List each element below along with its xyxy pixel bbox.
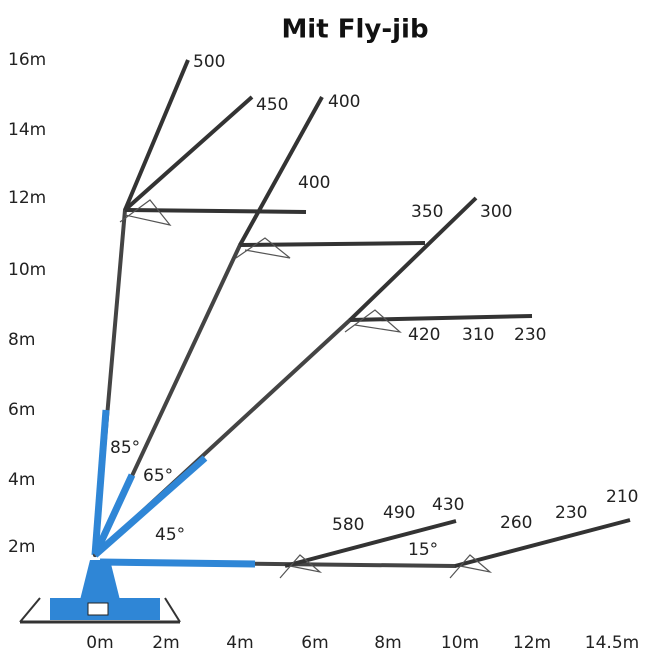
y-label: 6m [8,400,35,420]
fly-jib [238,96,324,246]
fly-jib [349,314,533,322]
x-label: 6m [301,633,328,653]
x-label: 2m [152,633,179,653]
jib-strut [449,554,493,579]
angle-labels: 85° 65° 45° 15° [110,438,438,560]
angle-label: 85° [110,438,140,458]
load-label: 580 [332,515,364,535]
x-label: 14.5m [585,633,639,653]
load-label: 400 [328,92,360,112]
x-label: 10m [441,633,479,653]
y-label: 4m [8,470,35,490]
y-label: 2m [8,537,35,557]
load-label: 450 [256,95,288,115]
load-label: 300 [480,202,512,222]
fly-jib [123,95,254,212]
fly-jib [239,241,426,247]
boom-base-0 [99,558,256,568]
jib-strut [119,199,172,226]
fly-jib [124,208,307,214]
jib-strut [235,237,291,259]
load-label: 400 [298,173,330,193]
angle-label: 65° [143,466,173,486]
fly-jib [284,519,457,568]
x-axis-labels: 0m 2m 4m 6m 8m 10m 12m 14.5m [86,633,639,653]
load-label: 260 [500,513,532,533]
turret [80,560,120,600]
x-label: 4m [226,633,253,653]
fly-jib [123,59,190,211]
cab [87,602,109,616]
jib-strut [344,309,402,333]
load-label: 230 [514,325,546,345]
booms [91,59,631,579]
title: Mit Fly-jib [281,15,428,45]
fly-jib [454,518,631,568]
boom-base-65 [91,473,136,557]
load-labels: 500 450 400 400 350 300 420 310 230 580 … [193,52,638,535]
load-label: 210 [606,487,638,507]
fly-jib [348,196,478,322]
y-axis-labels: 16m 14m 12m 10m 8m 6m 4m 2m [8,50,46,557]
outrigger [19,597,41,623]
load-label: 490 [383,503,415,523]
load-label: 350 [411,202,443,222]
x-label: 12m [513,633,551,653]
y-label: 16m [8,50,46,70]
load-label: 500 [193,52,225,72]
jib-strut [279,554,323,579]
load-label: 230 [555,503,587,523]
y-label: 14m [8,120,46,140]
outrigger [164,597,181,623]
angle-label: 15° [408,540,438,560]
y-label: 8m [8,330,35,350]
load-label: 420 [408,325,440,345]
y-label: 12m [8,188,46,208]
boom-base-85 [91,409,110,556]
y-label: 10m [8,260,46,280]
load-label: 310 [462,325,494,345]
x-label: 0m [86,633,113,653]
load-label: 430 [432,495,464,515]
crane-base [19,560,181,624]
x-label: 8m [374,633,401,653]
boom-base-45 [92,455,208,558]
angle-label: 45° [155,525,185,545]
